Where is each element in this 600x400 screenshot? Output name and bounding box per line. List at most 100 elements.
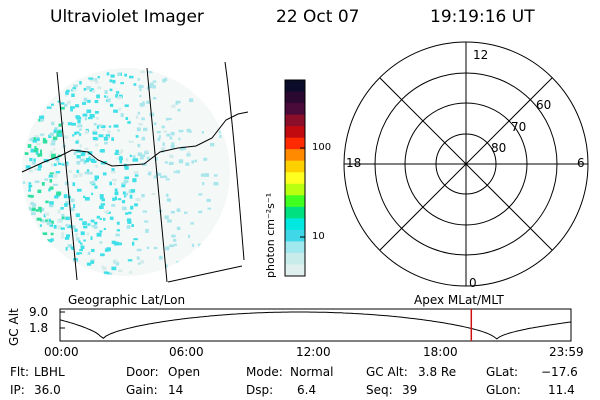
emission-pixel [90,219,95,223]
ip-key: IP: [10,383,25,397]
timeline-x-tick-label: 06:00 [169,345,204,359]
emission-pixel [122,206,127,211]
emission-pixel [132,178,137,183]
mlat-label-80: 80 [491,141,507,155]
emission-pixel [32,139,37,143]
emission-pixel [31,161,36,165]
emission-pixel [133,171,139,175]
instrument-title: Ultraviolet Imager [50,7,204,27]
emission-pixel [165,117,169,121]
emission-pixel [67,100,71,105]
emission-pixel [100,253,105,257]
emission-pixel [60,102,65,105]
gain-value: 14 [168,383,184,397]
emission-pixel [153,175,157,179]
emission-pixel [123,179,129,184]
emission-pixel [84,147,89,150]
timeline-y-tick-label: 9.0 [29,305,49,319]
emission-pixel [74,228,78,232]
emission-pixel [56,133,60,137]
emission-pixel [99,241,103,244]
emission-pixel [64,237,70,240]
emission-pixel [34,180,40,183]
emission-pixel [70,198,75,203]
emission-pixel [88,77,94,80]
emission-pixel [171,142,175,146]
emission-pixel [87,171,93,175]
emission-pixel [178,137,181,141]
emission-pixel [77,119,81,124]
longitude-line [224,61,245,261]
observation-date: 22 Oct 07 [276,7,360,27]
emission-pixel [36,217,42,221]
emission-pixel [207,207,212,210]
emission-pixel [53,163,57,167]
emission-pixel [45,217,49,221]
emission-pixel [41,182,45,186]
gc-alt-key: GC Alt: [366,365,408,379]
emission-pixel [115,233,120,237]
emission-pixel [94,221,98,225]
emission-pixel [164,215,169,220]
emission-pixel [93,123,97,126]
emission-pixel [58,123,62,127]
emission-pixel [87,223,91,226]
emission-pixel [42,137,46,142]
emission-pixel [97,124,103,127]
emission-pixel [42,139,48,144]
emission-pixel [176,170,181,174]
emission-pixel [200,173,205,177]
emission-pixel [34,135,39,138]
emission-pixel [52,173,58,178]
emission-pixel [65,91,69,95]
emission-pixel [70,246,75,250]
emission-pixel [61,163,65,166]
emission-pixel [65,201,70,205]
dsp-key: Dsp: [246,383,274,397]
emission-pixel [40,149,42,154]
emission-pixel [46,239,51,242]
door-value: Open [168,365,201,379]
emission-pixel [95,164,98,168]
colorbar-segment [285,264,305,277]
emission-pixel [154,157,158,161]
emission-pixel [50,232,54,236]
emission-pixel [56,159,60,163]
emission-pixel [48,174,54,178]
emission-pixel [87,99,91,103]
emission-pixel [84,117,88,121]
emission-pixel [91,192,94,196]
emission-pixel [90,236,93,240]
emission-pixel [153,246,158,250]
emission-pixel [90,157,93,160]
emission-pixel [29,138,33,142]
emission-pixel [55,157,60,161]
emission-pixel [160,147,166,152]
emission-pixel [104,210,109,214]
emission-pixel [135,135,139,138]
filter-value: LBHL [34,365,65,379]
emission-pixel [105,271,110,275]
globe-disk [22,68,230,276]
emission-pixel [189,98,194,103]
emission-pixel [119,155,123,158]
emission-pixel [80,231,85,236]
emission-pixel [149,82,154,86]
emission-pixel [71,122,76,126]
emission-pixel [114,259,118,263]
emission-pixel [50,142,56,146]
emission-pixel [146,156,150,160]
emission-pixel [43,213,46,218]
emission-pixel [67,224,72,229]
emission-pixel [213,182,219,186]
emission-pixel [27,144,32,148]
emission-pixel [48,154,51,157]
emission-pixel [89,114,95,118]
emission-pixel [147,172,151,176]
emission-pixel [109,103,114,107]
emission-pixel [143,220,149,223]
colorbar-segment [285,103,305,116]
emission-pixel [92,180,95,185]
emission-pixel [143,127,148,132]
